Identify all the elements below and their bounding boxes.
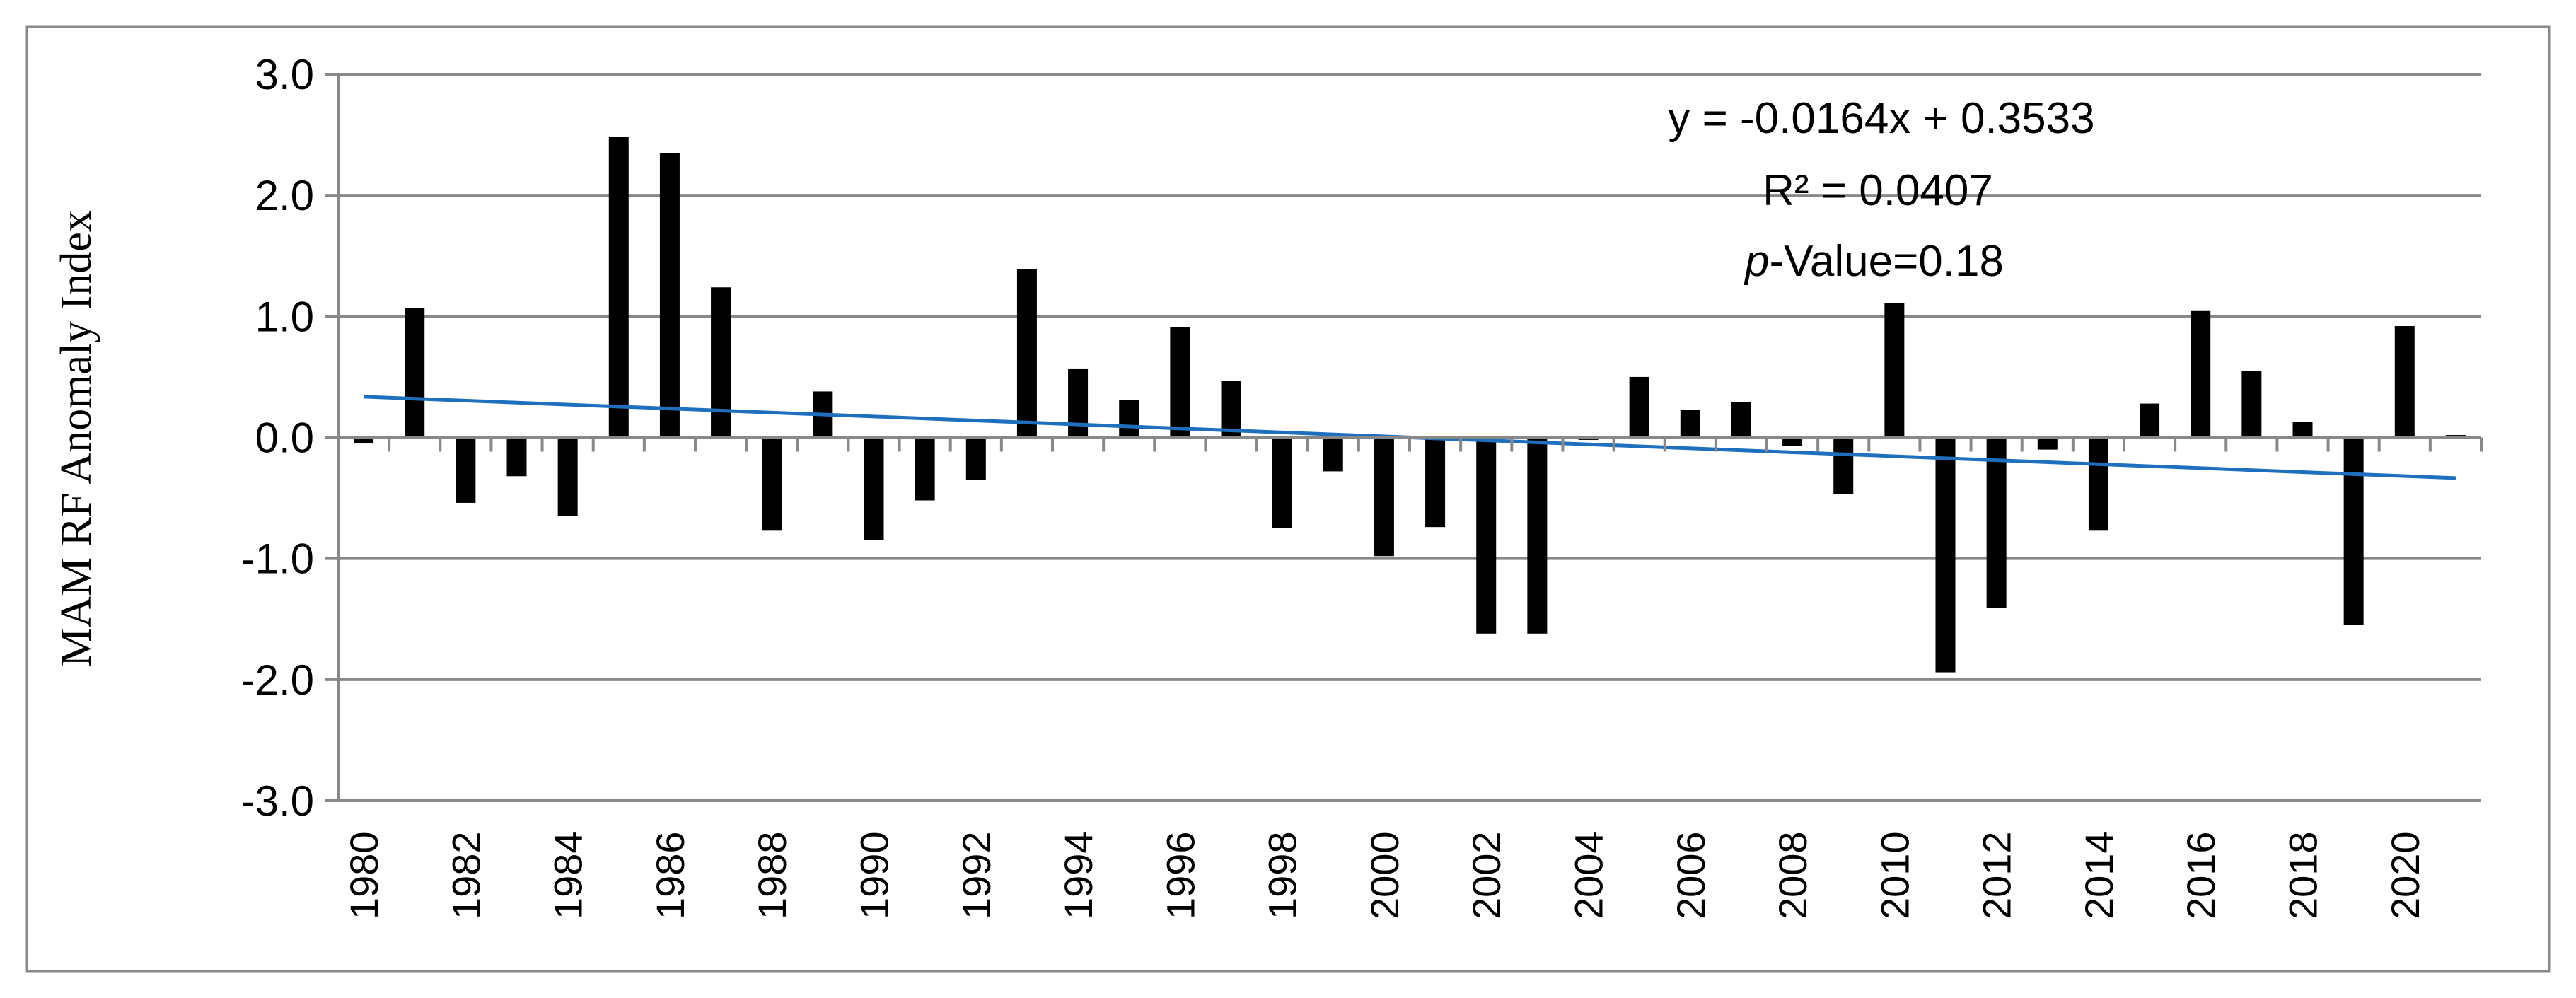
bar-2005 bbox=[1629, 376, 1649, 438]
y-tick-label: -3.0 bbox=[241, 777, 314, 825]
x-tick-label: 1996 bbox=[1158, 831, 1202, 919]
bar-1995 bbox=[1119, 400, 1139, 438]
bar-2002 bbox=[1476, 437, 1497, 634]
bar-2012 bbox=[1986, 437, 2007, 608]
bar-2010 bbox=[1884, 303, 1905, 438]
bar-1990 bbox=[864, 437, 884, 540]
x-tick-label: 2012 bbox=[1975, 831, 2019, 919]
y-tick-label: 2.0 bbox=[255, 172, 314, 219]
y-tick-label: -1.0 bbox=[241, 535, 314, 583]
bar-1980 bbox=[354, 437, 374, 444]
bar-2014 bbox=[2088, 437, 2108, 531]
x-tick-label: 1998 bbox=[1260, 831, 1305, 919]
bar-2007 bbox=[1731, 402, 1751, 438]
x-tick-label: 1994 bbox=[1056, 831, 1101, 919]
x-tick-label: 2006 bbox=[1669, 831, 1713, 919]
bar-2019 bbox=[2343, 437, 2364, 625]
bar-1998 bbox=[1272, 437, 1292, 528]
bar-1993 bbox=[1016, 269, 1037, 438]
x-tick-label: 2020 bbox=[2383, 831, 2427, 919]
x-tick-label: 2016 bbox=[2178, 831, 2223, 919]
x-tick-label: 2018 bbox=[2281, 831, 2326, 919]
p-value-text: -Value=0.18 bbox=[1769, 237, 2004, 286]
bar-1981 bbox=[405, 308, 425, 438]
bar-1982 bbox=[456, 437, 476, 503]
bar-2020 bbox=[2394, 326, 2415, 438]
x-tick-label: 1986 bbox=[648, 831, 692, 919]
bar-1984 bbox=[557, 437, 578, 516]
bar-2001 bbox=[1425, 437, 1446, 528]
y-tick-label: 1.0 bbox=[255, 293, 314, 340]
bar-1996 bbox=[1170, 327, 1190, 438]
x-tick-label: 2008 bbox=[1770, 831, 1815, 919]
bar-1992 bbox=[965, 437, 986, 480]
bar-1988 bbox=[762, 437, 782, 531]
x-tick-label: 2014 bbox=[2077, 831, 2121, 919]
y-tick-label: 0.0 bbox=[255, 414, 314, 462]
bar-1999 bbox=[1323, 437, 1343, 472]
x-tick-label: 1984 bbox=[546, 831, 591, 919]
y-tick-label: 3.0 bbox=[255, 51, 314, 98]
x-tick-label: 2002 bbox=[1464, 831, 1509, 919]
bar-2008 bbox=[1782, 437, 1803, 446]
bar-1997 bbox=[1221, 381, 1241, 438]
x-tick-label: 1980 bbox=[342, 831, 386, 919]
bar-2015 bbox=[2140, 403, 2160, 438]
x-tick-label: 1990 bbox=[852, 831, 897, 919]
bar-1991 bbox=[915, 437, 935, 501]
trend-equation: y = -0.0164x + 0.3533 bbox=[1668, 94, 2094, 143]
x-tick-label: 2010 bbox=[1872, 831, 1917, 919]
bar-2013 bbox=[2037, 437, 2058, 450]
bar-2006 bbox=[1680, 410, 1700, 438]
bar-2000 bbox=[1374, 437, 1394, 557]
bar-1985 bbox=[608, 137, 629, 438]
y-axis-label: MAM RF Anomaly Index bbox=[52, 210, 100, 667]
bar-1986 bbox=[659, 153, 680, 438]
p-value: p-Value=0.18 bbox=[1744, 237, 2004, 286]
bar-2017 bbox=[2241, 371, 2262, 438]
x-tick-label: 1992 bbox=[954, 831, 999, 919]
x-tick-label: 1988 bbox=[750, 831, 794, 919]
bar-1994 bbox=[1068, 368, 1089, 438]
x-tick-label: 2000 bbox=[1362, 831, 1407, 919]
r-squared: R² = 0.0407 bbox=[1763, 166, 1993, 215]
x-tick-label: 2004 bbox=[1567, 831, 1611, 919]
x-tick-label: 1982 bbox=[443, 831, 488, 919]
y-tick-label: -2.0 bbox=[241, 656, 314, 704]
bar-1987 bbox=[711, 287, 731, 438]
bar-2009 bbox=[1833, 437, 1854, 494]
bar-2018 bbox=[2292, 422, 2313, 438]
bar-2016 bbox=[2191, 310, 2211, 438]
p-value-italic: p bbox=[1744, 237, 1769, 286]
bar-2003 bbox=[1527, 437, 1548, 634]
bar-1983 bbox=[506, 437, 527, 477]
bar-2011 bbox=[1935, 437, 1956, 673]
